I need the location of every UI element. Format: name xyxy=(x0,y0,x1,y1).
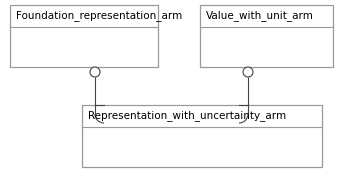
Text: Value_with_unit_arm: Value_with_unit_arm xyxy=(206,10,314,21)
Text: Representation_with_uncertainty_arm: Representation_with_uncertainty_arm xyxy=(88,110,286,121)
Text: Foundation_representation_arm: Foundation_representation_arm xyxy=(16,10,182,21)
Circle shape xyxy=(243,67,253,77)
Bar xyxy=(200,5,333,67)
Bar xyxy=(82,105,322,167)
Circle shape xyxy=(90,67,100,77)
Bar xyxy=(10,5,158,67)
